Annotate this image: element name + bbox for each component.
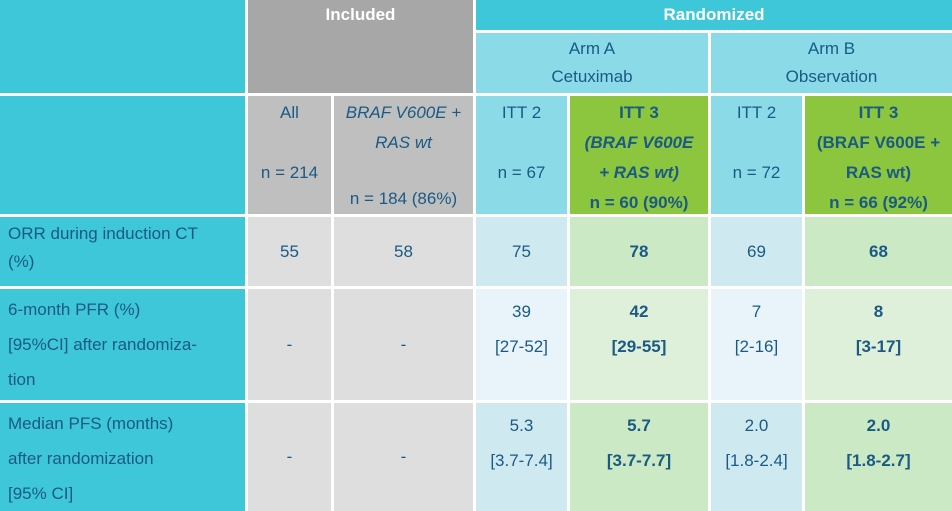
itt3-a-subtitle-line1: (BRAF V600E: [584, 133, 694, 152]
all-n: n = 214: [260, 163, 319, 182]
itt2-b-title: ITT 2: [736, 103, 777, 122]
arm-a-header: Arm A Cetuximab: [476, 33, 708, 93]
braf-n: n = 184 (86%): [349, 189, 458, 208]
cell-pfr-all: -: [248, 289, 331, 400]
cell-orr-itt3-arm-a: 78: [570, 217, 708, 286]
itt3-a-n: n = 60 (90%): [589, 193, 689, 212]
arm-b-name: Arm B: [807, 39, 856, 58]
itt3-b-n: n = 66 (92%): [829, 193, 928, 212]
cell-pfs-itt2-arm-b: 2.0 [1.8-2.4]: [711, 403, 802, 511]
randomized-group-label: Randomized: [663, 5, 765, 24]
column-header-itt3-arm-b: ITT 3 (BRAF V600E + RAS wt) n = 66 (92%): [805, 96, 952, 214]
included-group-label: Included: [325, 5, 396, 24]
cell-orr-all: 55: [248, 217, 331, 286]
cell-orr-braf: 58: [334, 217, 473, 286]
column-header-itt3-arm-a: ITT 3 (BRAF V600E + RAS wt) n = 60 (90%): [570, 96, 708, 214]
included-group-header: Included: [248, 0, 473, 93]
arm-b-treatment: Observation: [785, 67, 878, 86]
cell-orr-itt2-arm-b: 69: [711, 217, 802, 286]
arm-a-treatment: Cetuximab: [551, 67, 633, 86]
cell-pfr-braf: -: [334, 289, 473, 400]
cell-orr-itt3-arm-b: 68: [805, 217, 952, 286]
itt2-b-n: n = 72: [732, 163, 781, 182]
cell-pfr-itt3-arm-a: 42 [29-55]: [570, 289, 708, 400]
itt2-a-n: n = 67: [497, 163, 546, 182]
all-title: All: [280, 103, 299, 122]
column-header-all: All n = 214: [248, 96, 331, 214]
cell-pfr-itt2-arm-b: 7 [2-16]: [711, 289, 802, 400]
itt3-a-title: ITT 3: [619, 103, 659, 122]
cell-pfr-itt2-arm-a: 39 [27-52]: [476, 289, 567, 400]
arm-b-header: Arm B Observation: [711, 33, 952, 93]
itt3-b-subtitle-line2: RAS wt): [845, 163, 912, 182]
cell-pfs-all: -: [248, 403, 331, 511]
cell-pfr-itt3-arm-b: 8 [3-17]: [805, 289, 952, 400]
braf-title-line2: RAS wt: [375, 133, 432, 152]
column-header-blank-cell: [0, 96, 245, 214]
column-header-itt2-arm-b: ITT 2 n = 72: [711, 96, 802, 214]
cell-pfs-itt3-arm-a: 5.7 [3.7-7.7]: [570, 403, 708, 511]
column-header-itt2-arm-a: ITT 2 n = 67: [476, 96, 567, 214]
column-header-braf-ras: BRAF V600E + RAS wt n = 184 (86%): [334, 96, 473, 214]
itt2-a-title: ITT 2: [501, 103, 542, 122]
cell-pfs-itt2-arm-a: 5.3 [3.7-7.4]: [476, 403, 567, 511]
row-label-median-pfs: Median PFS (months) after randomization …: [0, 403, 245, 511]
itt3-b-title: ITT 3: [858, 103, 899, 122]
braf-title-line1: BRAF V600E +: [345, 103, 462, 122]
cell-orr-itt2-arm-a: 75: [476, 217, 567, 286]
corner-blank-cell: [0, 0, 245, 93]
itt3-b-subtitle-line1: (BRAF V600E +: [816, 133, 941, 152]
row-label-orr: ORR during induction CT (%): [0, 217, 245, 286]
arm-a-name: Arm A: [568, 39, 616, 58]
row-label-pfr: 6-month PFR (%) [95%CI] after randomiza-…: [0, 289, 245, 400]
itt3-a-subtitle-line2: + RAS wt): [599, 163, 679, 182]
randomized-group-header: Randomized: [476, 0, 952, 30]
cell-pfs-braf: -: [334, 403, 473, 511]
cell-pfs-itt3-arm-b: 2.0 [1.8-2.7]: [805, 403, 952, 511]
